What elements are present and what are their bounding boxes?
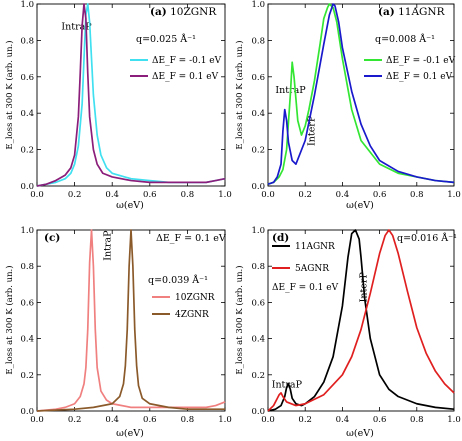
y-tick-label-d-2: 0.4 — [251, 335, 265, 345]
y-tick-label-10zgnr-5: 1.0 — [20, 0, 34, 10]
plot-frame-c — [36, 229, 226, 412]
legend-label-d-series-0: 11AGNR — [295, 242, 335, 252]
y-axis-label-10zgnr: E_loss at 300 K (arb. un.) — [4, 40, 15, 149]
panel-10zgnr: E_loss at 300 K (arb. un.) ω(eV) (a) 10Z… — [4, 0, 232, 211]
y-tick-label-d-5: 1.0 — [251, 226, 265, 236]
legend-label-10zgnr-series-0: ΔE_F = -0.1 eV — [152, 56, 222, 66]
legend-label-11agnr-series-1: ΔE_F = 0.1 eV — [386, 72, 453, 82]
series-line-11agnr-0 — [267, 3, 455, 185]
q-value-11agnr: q=0.008 Å⁻¹ — [375, 33, 435, 45]
x-tick-label-11agnr-5: 1.0 — [447, 190, 461, 200]
x-tick-label-10zgnr-2: 0.4 — [105, 190, 119, 200]
y-tick-label-c-0: 0.0 — [20, 407, 34, 417]
annotation-intrap-c: IntraP — [102, 230, 113, 261]
x-tick-label-c-1: 0.2 — [68, 415, 82, 425]
series-line-c-1 — [36, 229, 225, 412]
x-tick-label-10zgnr-5: 1.0 — [218, 190, 232, 200]
panel-11agnr: E_loss at 300 K (arb. un.) ω(eV) (a) 11A… — [234, 0, 461, 211]
header-ef-c: ΔE_F = 0.1 eV — [156, 233, 226, 244]
y-tick-label-11agnr-5: 1.0 — [251, 0, 265, 10]
legend-note-d: ΔE_F = 0.1 eV — [272, 283, 339, 293]
series-line-d-0 — [267, 229, 455, 412]
y-tick-label-d-4: 0.8 — [251, 262, 265, 272]
y-axis-label-c: E_loss at 300 K (arb. un.) — [4, 265, 15, 374]
series-line-11agnr-1 — [267, 3, 455, 185]
plot-frame-d — [267, 229, 455, 412]
x-tick-label-d-1: 0.2 — [298, 415, 312, 425]
y-tick-label-11agnr-3: 0.6 — [251, 73, 265, 83]
x-axis-label-c: ω(eV) — [116, 428, 144, 439]
x-tick-label-c-3: 0.6 — [143, 415, 157, 425]
panel-label-d: (d) — [272, 232, 289, 244]
x-tick-label-10zgnr-1: 0.2 — [68, 190, 82, 200]
plot-frame-11agnr — [267, 3, 455, 187]
x-axis-label-10zgnr: ω(eV) — [116, 200, 144, 211]
x-tick-label-10zgnr-3: 0.6 — [143, 190, 157, 200]
y-tick-label-11agnr-1: 0.2 — [251, 146, 265, 156]
annotation-intrap-10zgnr: IntraP — [61, 22, 92, 33]
y-tick-label-11agnr-0: 0.0 — [251, 182, 265, 192]
x-tick-label-c-0: 0.0 — [30, 415, 44, 425]
x-tick-label-c-5: 1.0 — [218, 415, 232, 425]
q-value-10zgnr: q=0.025 Å⁻¹ — [136, 33, 196, 45]
legend-label-c-series-0: 10ZGNR — [175, 293, 215, 303]
series-line-d-1 — [267, 229, 455, 412]
x-tick-label-11agnr-4: 0.8 — [410, 190, 424, 200]
x-axis-label-11agnr: ω(eV) — [346, 200, 374, 211]
x-tick-label-c-2: 0.4 — [105, 415, 119, 425]
panel-label-11agnr: (a) 11AGNR — [378, 6, 446, 18]
y-axis-label-d: E_loss at 300 K (arb. un.) — [234, 265, 245, 374]
y-tick-label-10zgnr-3: 0.6 — [20, 73, 34, 83]
panel-label-c: (c) — [44, 232, 60, 244]
x-tick-label-10zgnr-0: 0.0 — [30, 190, 44, 200]
series-line-10zgnr-1 — [36, 3, 226, 187]
x-tick-label-11agnr-3: 0.6 — [373, 190, 387, 200]
y-tick-label-c-4: 0.8 — [20, 262, 34, 272]
plot-frame-10zgnr — [36, 3, 226, 187]
y-tick-label-10zgnr-0: 0.0 — [20, 182, 34, 192]
x-tick-label-d-5: 1.0 — [447, 415, 461, 425]
x-tick-label-d-0: 0.0 — [261, 415, 275, 425]
panel-c: E_loss at 300 K (arb. un.) ω(eV) (c) ΔE_… — [4, 226, 232, 439]
x-tick-label-11agnr-2: 0.4 — [336, 190, 350, 200]
panel-label-10zgnr: (a) 10ZGNR — [150, 6, 217, 18]
x-tick-label-11agnr-1: 0.2 — [298, 190, 312, 200]
y-tick-label-c-2: 0.4 — [20, 335, 34, 345]
y-tick-label-10zgnr-2: 0.4 — [20, 109, 34, 119]
y-tick-label-c-1: 0.2 — [20, 371, 34, 381]
q-value-c: q=0.039 Å⁻¹ — [148, 274, 208, 286]
series-line-c-0 — [36, 229, 226, 412]
y-tick-label-d-0: 0.0 — [251, 407, 265, 417]
x-tick-label-10zgnr-4: 0.8 — [181, 190, 195, 200]
x-tick-label-11agnr-0: 0.0 — [261, 190, 275, 200]
y-tick-label-10zgnr-1: 0.2 — [20, 146, 34, 156]
legend-label-10zgnr-series-1: ΔE_F = 0.1 eV — [152, 72, 219, 82]
y-tick-label-11agnr-4: 0.8 — [251, 36, 265, 46]
y-tick-label-d-3: 0.6 — [251, 298, 265, 308]
q-value-d: q=0.016 Å⁻¹ — [397, 232, 457, 244]
y-tick-label-11agnr-2: 0.4 — [251, 109, 265, 119]
panel-d: E_loss at 300 K (arb. un.) ω(eV) (d) q=0… — [234, 226, 461, 439]
x-tick-label-c-4: 0.8 — [181, 415, 195, 425]
legend-label-11agnr-series-0: ΔE_F = -0.1 eV — [386, 56, 456, 66]
x-tick-label-d-3: 0.6 — [373, 415, 387, 425]
y-tick-label-10zgnr-4: 0.8 — [20, 36, 34, 46]
legend-label-c-series-1: 4ZGNR — [175, 310, 209, 320]
y-tick-label-d-1: 0.2 — [251, 371, 265, 381]
y-tick-label-c-5: 1.0 — [20, 226, 34, 236]
y-axis-label-11agnr: E_loss at 300 K (arb. un.) — [234, 40, 245, 149]
x-tick-label-d-4: 0.8 — [410, 415, 424, 425]
legend-label-d-series-1: 5AGNR — [295, 264, 329, 274]
annotation-interp-11agnr: InterP — [307, 115, 318, 146]
x-tick-label-d-2: 0.4 — [336, 415, 350, 425]
y-tick-label-c-3: 0.6 — [20, 298, 34, 308]
x-axis-label-d: ω(eV) — [346, 428, 374, 439]
